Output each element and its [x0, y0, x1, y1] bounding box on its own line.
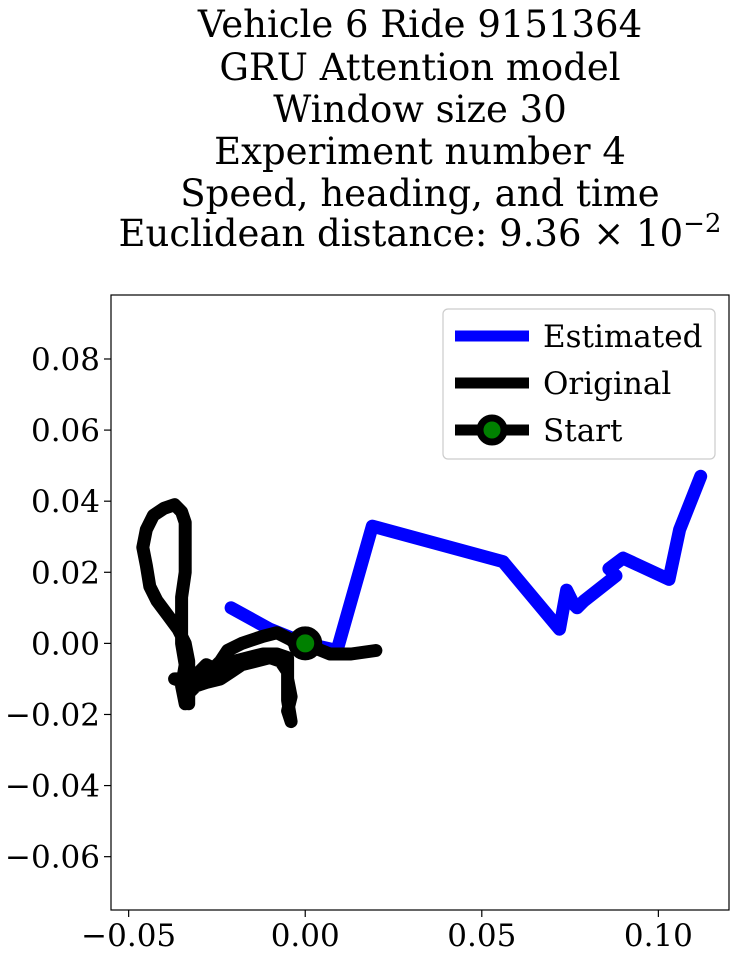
title-line-4: Experiment number 4: [214, 130, 626, 173]
legend-label-original: Original: [543, 366, 671, 402]
title-metric-times: ×: [582, 212, 637, 255]
title-metric-prefix: Euclidean distance:: [119, 212, 500, 255]
legend-label-estimated: Estimated: [543, 319, 702, 355]
plot-frame: [110, 294, 730, 911]
title-line-3: Window size 30: [273, 88, 567, 131]
x-tick-label: 0.00: [271, 918, 340, 954]
y-tick-label: 0.08: [31, 342, 100, 378]
x-tick-label: 0.10: [624, 918, 693, 954]
axis-ticks: −0.05 0.00 0.05 0.10 0.08 0.06 0.04 0.02 0.00 −0.…: [5, 342, 693, 954]
plot-area: [136, 469, 708, 729]
title-line-1: Vehicle 6 Ride 9151364: [197, 3, 642, 46]
x-tick-label: −0.05: [81, 918, 176, 954]
y-tick-label: 0.06: [31, 413, 100, 449]
legend-box: [442, 308, 716, 460]
title-metric-base: 10: [636, 212, 683, 255]
y-tick-label: 0.04: [31, 484, 100, 520]
x-tick-label: 0.05: [447, 918, 516, 954]
y-tick-label: −0.04: [5, 769, 100, 805]
y-tick-label: −0.02: [5, 697, 100, 733]
title-metric-exponent: −2: [683, 209, 721, 239]
series-line-estimated: [224, 469, 708, 657]
title-metric-mantissa: 9.36: [499, 212, 581, 255]
y-tick-label: 0.00: [31, 626, 100, 662]
y-tick-label: 0.02: [31, 555, 100, 591]
y-tick-label: −0.06: [5, 840, 100, 876]
legend: Estimated Original Start: [442, 308, 716, 460]
legend-label-start: Start: [543, 413, 623, 449]
legend-marker-start: [476, 414, 508, 446]
series-line-original: [136, 498, 383, 729]
title-line-2: GRU Attention model: [219, 46, 620, 89]
title-line-5: Speed, heading, and time: [180, 172, 659, 215]
start-marker: [288, 626, 323, 661]
chart-title: Vehicle 6 Ride 9151364 GRU Attention mod…: [119, 3, 722, 255]
title-line-6: Euclidean distance: 9.36 × 10−2: [119, 209, 722, 255]
